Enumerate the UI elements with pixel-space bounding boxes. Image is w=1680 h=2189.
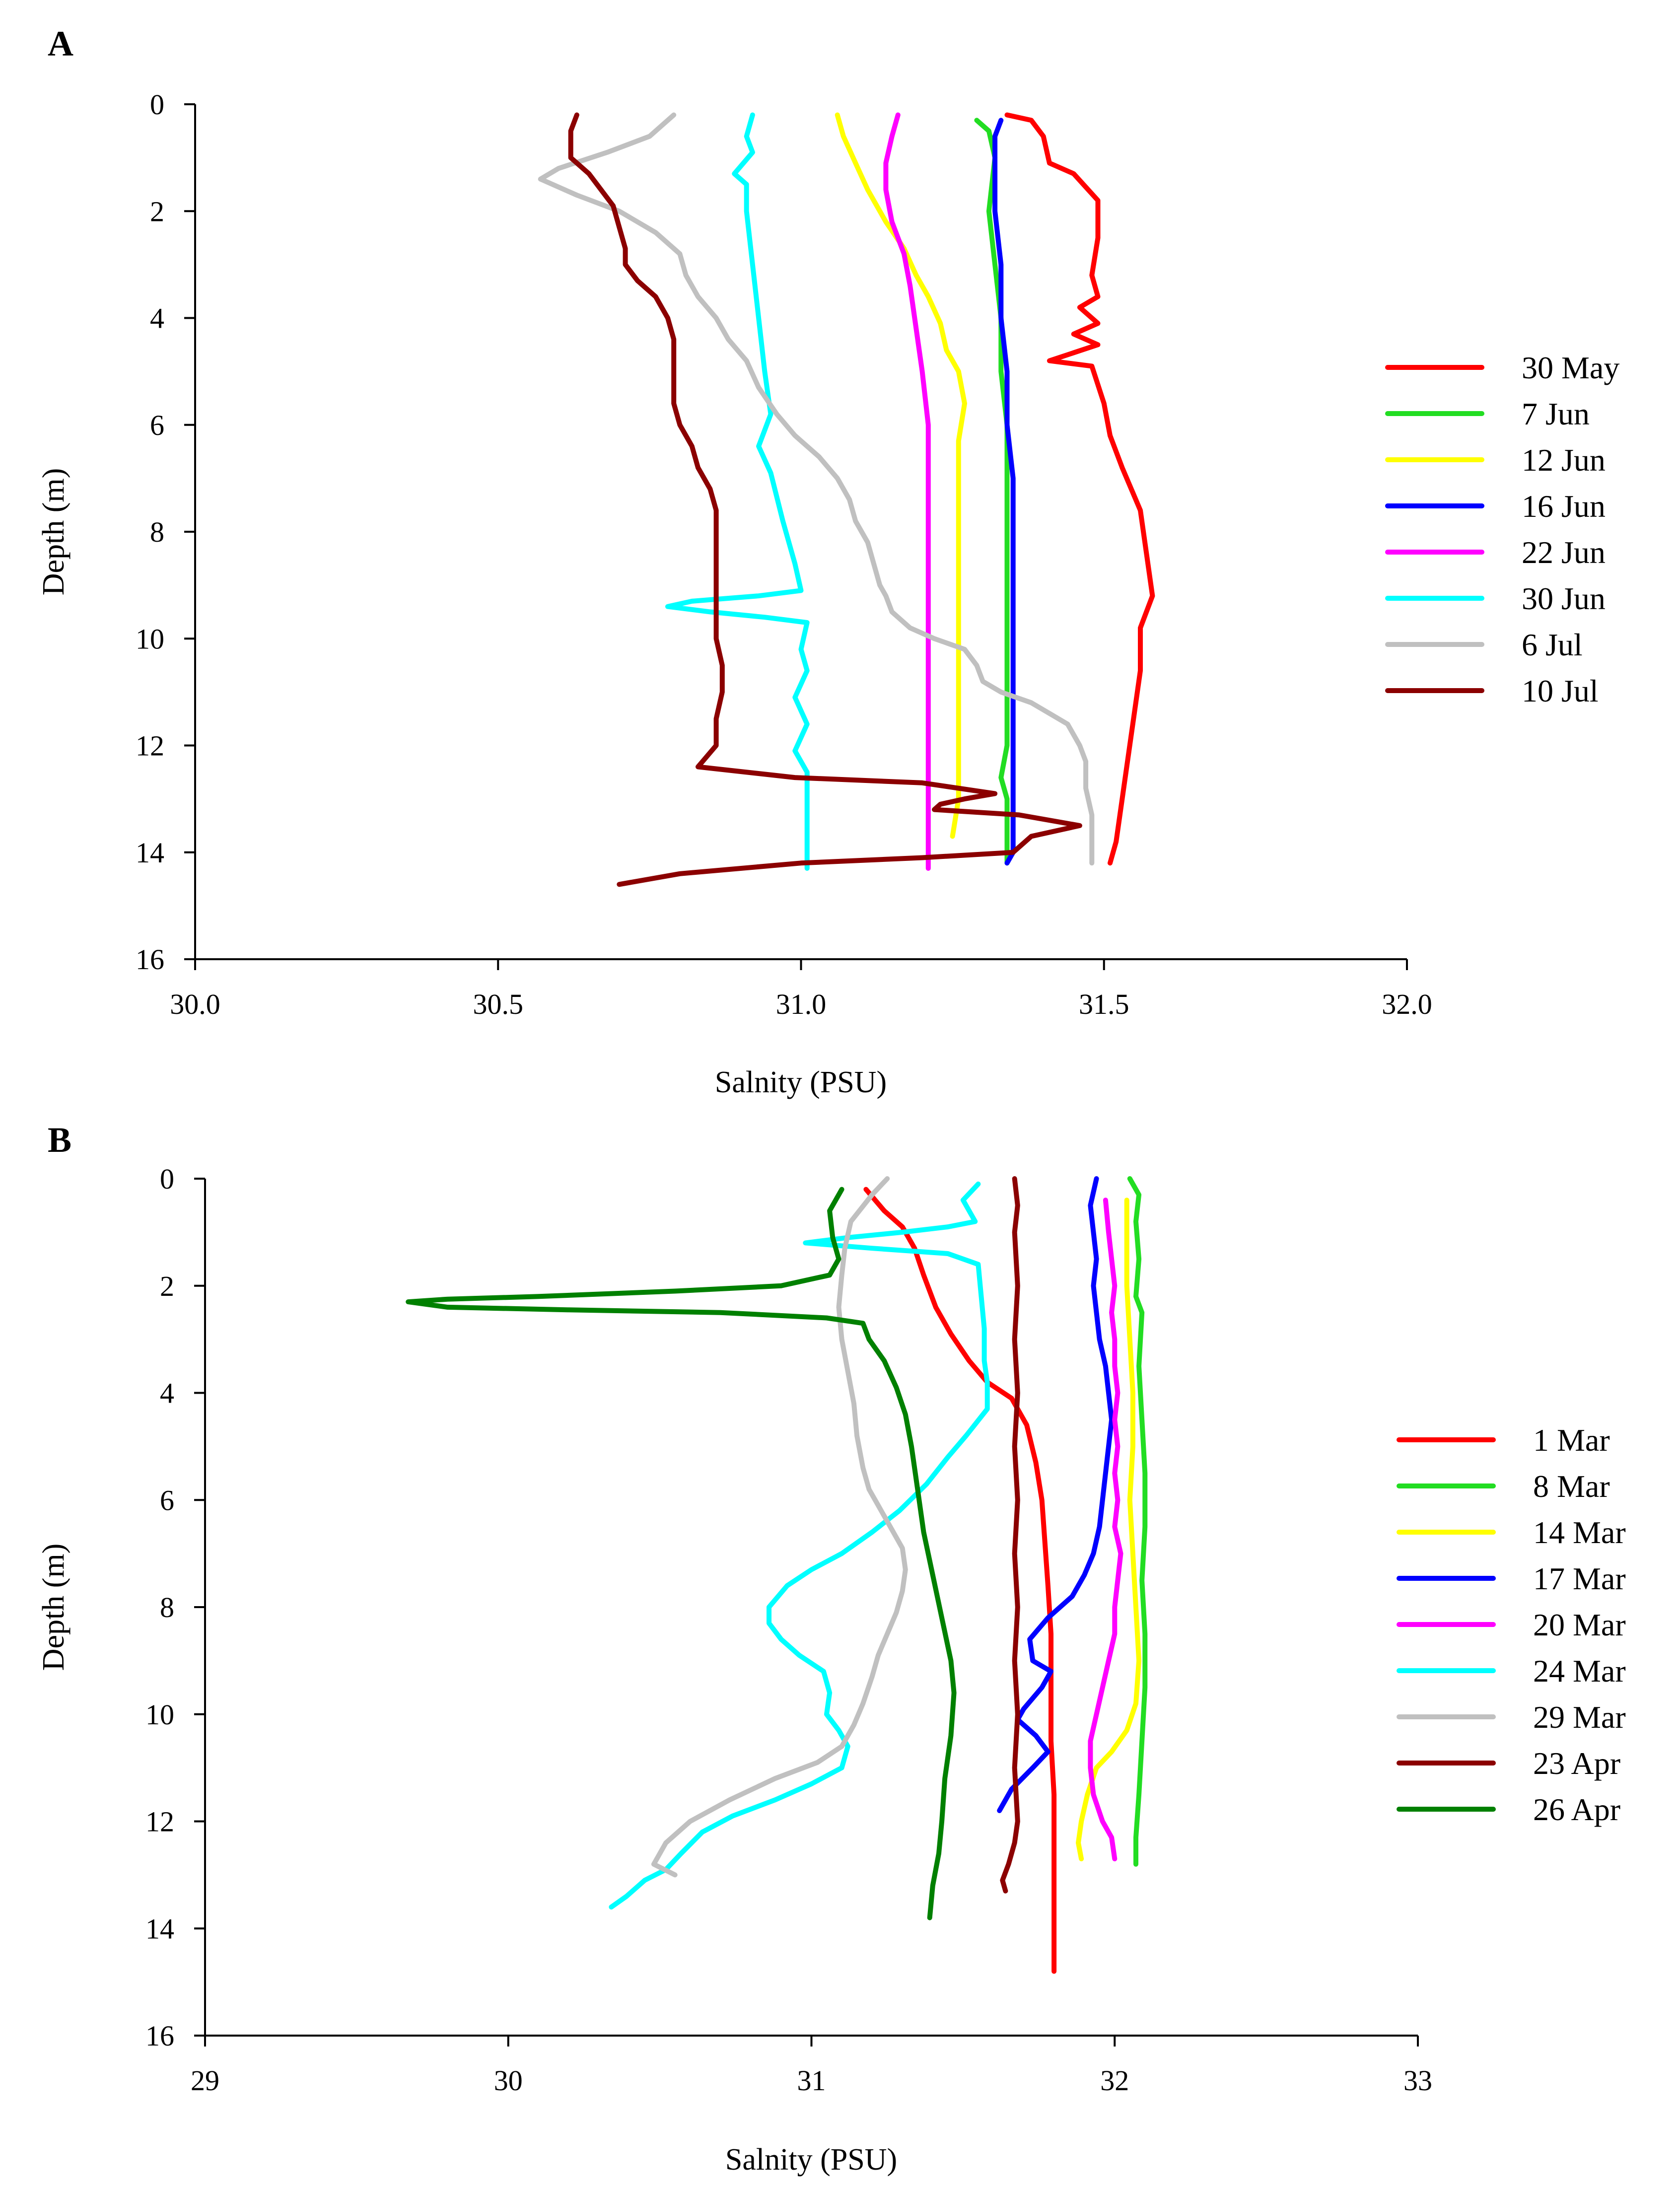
panel-b-series-line-8-mar bbox=[1127, 1176, 1148, 1867]
panel-b-legend: 1 Mar 8 Mar 14 Mar 17 Mar 20 Mar 24 Mar 29 Mar… bbox=[1397, 1422, 1626, 1827]
panel-a-legend-label-30-jun: 30 Jun bbox=[1522, 581, 1606, 616]
panel-b-y-tick-label: 6 bbox=[160, 1484, 174, 1516]
panel-b-y-axis-title: Depth (m) bbox=[37, 1544, 70, 1671]
panel-a-legend-label-30-may: 30 May bbox=[1522, 350, 1619, 385]
panel-b-series-line-1-mar bbox=[863, 1187, 1057, 1974]
panel-b-legend-label-23-apr: 23 Apr bbox=[1533, 1746, 1620, 1781]
panel-a-legend-label-7-jun: 7 Jun bbox=[1522, 396, 1590, 431]
panel-b-x-axis-title: Salnity (PSU) bbox=[725, 2143, 897, 2177]
panel-b-legend-label-29-mar: 29 Mar bbox=[1533, 1699, 1626, 1735]
panel-b-series bbox=[406, 1176, 1148, 1974]
panel-b-y-tick-label: 10 bbox=[145, 1698, 174, 1731]
panel-a-series bbox=[538, 112, 1155, 887]
panel-a-y-tick-label: 10 bbox=[136, 623, 164, 655]
panel-b-y-tick-label: 12 bbox=[145, 1806, 174, 1838]
panel-b-legend-label-1-mar: 1 Mar bbox=[1533, 1422, 1610, 1458]
panel-b-x-tick-label: 31 bbox=[797, 2064, 826, 2097]
panel-b-letter: B bbox=[48, 1120, 71, 1160]
panel-a-x-tick-label: 30.5 bbox=[473, 988, 524, 1020]
panel-b-legend-label-14-mar: 14 Mar bbox=[1533, 1515, 1626, 1550]
panel-a-series-line-10-jul bbox=[568, 112, 1082, 887]
panel-a-legend-label-10-jul: 10 Jul bbox=[1522, 673, 1599, 708]
panel-b-x-tick-label: 30 bbox=[494, 2064, 523, 2097]
panel-b-series-line-26-apr bbox=[406, 1187, 957, 1920]
panel-a-x-tick-label: 30.0 bbox=[170, 988, 220, 1020]
panel-a-series-line-6-jul bbox=[538, 112, 1095, 866]
panel-a-y-tick-label: 14 bbox=[136, 837, 164, 869]
panel-a-series-line-22-jun bbox=[883, 112, 931, 871]
panel-b-series-line-24-mar bbox=[609, 1181, 990, 1910]
panel-b-y-tick-label: 2 bbox=[160, 1270, 174, 1302]
panel-b-x-tick-label: 32 bbox=[1100, 2064, 1129, 2097]
panel-a-y-tick-label: 8 bbox=[150, 516, 164, 548]
panel-a-x-tick-label: 32.0 bbox=[1382, 988, 1432, 1020]
panel-b-legend-label-20-mar: 20 Mar bbox=[1533, 1607, 1626, 1642]
panel-b-series-line-17-mar bbox=[997, 1176, 1115, 1813]
panel-a-legend-label-6-jul: 6 Jul bbox=[1522, 627, 1583, 662]
panel-b-series-line-20-mar bbox=[1088, 1198, 1123, 1861]
panel-a-series-line-30-jun bbox=[665, 112, 810, 871]
panel-b-y-tick-label: 8 bbox=[160, 1591, 174, 1624]
panel-b-y-tick-label: 0 bbox=[160, 1163, 174, 1195]
panel-b-legend-label-26-apr: 26 Apr bbox=[1533, 1792, 1620, 1827]
panel-a-legend: 30 May 7 Jun 12 Jun 16 Jun 22 Jun 30 Jun 6 Jul… bbox=[1385, 350, 1619, 708]
panel-b-legend-label-24-mar: 24 Mar bbox=[1533, 1653, 1626, 1689]
panel-a-letter: A bbox=[48, 24, 73, 64]
panel-a-y-tick-label: 0 bbox=[150, 88, 164, 121]
panel-a-x-tick-label: 31.0 bbox=[776, 988, 827, 1020]
panel-a-legend-label-22-jun: 22 Jun bbox=[1522, 535, 1606, 570]
panel-a-y-tick-label: 16 bbox=[136, 943, 164, 976]
panel-a-y-tick-label: 4 bbox=[150, 302, 164, 335]
panel-a-series-line-30-may bbox=[1004, 112, 1155, 866]
panel-a-y-tick-label: 12 bbox=[136, 730, 164, 762]
panel-a-y-tick-label: 2 bbox=[150, 195, 164, 227]
panel-a-legend-label-16-jun: 16 Jun bbox=[1522, 489, 1606, 524]
panel-b-y-tick-label: 16 bbox=[145, 2020, 174, 2052]
panel-a-series-line-12-jun bbox=[835, 112, 967, 839]
panel-a-x-tick-label: 31.5 bbox=[1079, 988, 1129, 1020]
panel-b-legend-label-8-mar: 8 Mar bbox=[1533, 1469, 1610, 1504]
panel-a-series-line-7-jun bbox=[974, 118, 1010, 866]
panel-b-y-tick-label: 4 bbox=[160, 1377, 174, 1410]
panel-b-series-line-14-mar bbox=[1076, 1198, 1142, 1861]
panel-b-y-tick-label: 14 bbox=[145, 1912, 174, 1945]
panel-b-x-tick-label: 29 bbox=[191, 2064, 219, 2097]
panel-b-ticks: 0 2 4 6 8 10 12 14 16 29 30 31 32 33 bbox=[145, 1163, 1432, 2097]
panel-b-series-line-29-mar bbox=[651, 1176, 908, 1878]
panel-b-x-tick-label: 33 bbox=[1403, 2064, 1432, 2097]
panel-a-y-tick-label: 6 bbox=[150, 409, 164, 441]
panel-b-legend-label-17-mar: 17 Mar bbox=[1533, 1561, 1626, 1596]
panel-a-y-axis-title: Depth (m) bbox=[37, 468, 70, 596]
panel-a-legend-label-12-jun: 12 Jun bbox=[1522, 442, 1606, 478]
panel-a-series-line-16-jun bbox=[992, 118, 1016, 866]
panel-b-series-line-23-apr bbox=[1000, 1176, 1020, 1894]
panel-a-x-axis-title: Salnity (PSU) bbox=[715, 1065, 887, 1099]
